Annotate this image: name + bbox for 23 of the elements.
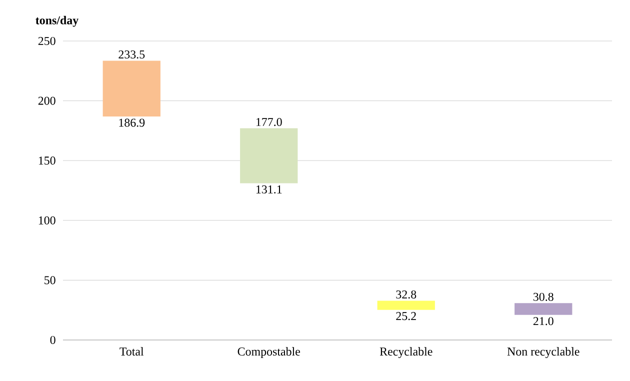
y-tick-label: 250	[38, 36, 56, 46]
bar	[102, 60, 160, 116]
x-tick-label: Total	[120, 347, 144, 356]
annotation: 233.5	[118, 50, 145, 59]
y-tick-label: 150	[38, 156, 56, 165]
x-tick-label: Non recyclable	[507, 347, 580, 358]
annotation: 25.2	[396, 312, 416, 320]
bar	[240, 128, 298, 184]
annotation: 30.8	[533, 292, 554, 301]
annotation: 177.0	[256, 118, 282, 126]
y-tick-label: 100	[38, 216, 56, 224]
x-tick-label: Recyclable	[380, 347, 432, 358]
annotation: 32.8	[396, 290, 416, 299]
annotation: 186.9	[119, 118, 145, 127]
bar	[514, 303, 572, 315]
y-axis-title: tons/day	[36, 16, 78, 27]
x-tick-label: Compostable	[238, 347, 300, 358]
y-tick-label: 50	[44, 276, 56, 284]
annotation: 21.0	[533, 317, 554, 326]
annotation: 131.1	[256, 185, 282, 194]
bar	[377, 300, 435, 310]
y-tick-label: 0	[50, 336, 56, 344]
y-tick-label: 200	[38, 96, 56, 105]
